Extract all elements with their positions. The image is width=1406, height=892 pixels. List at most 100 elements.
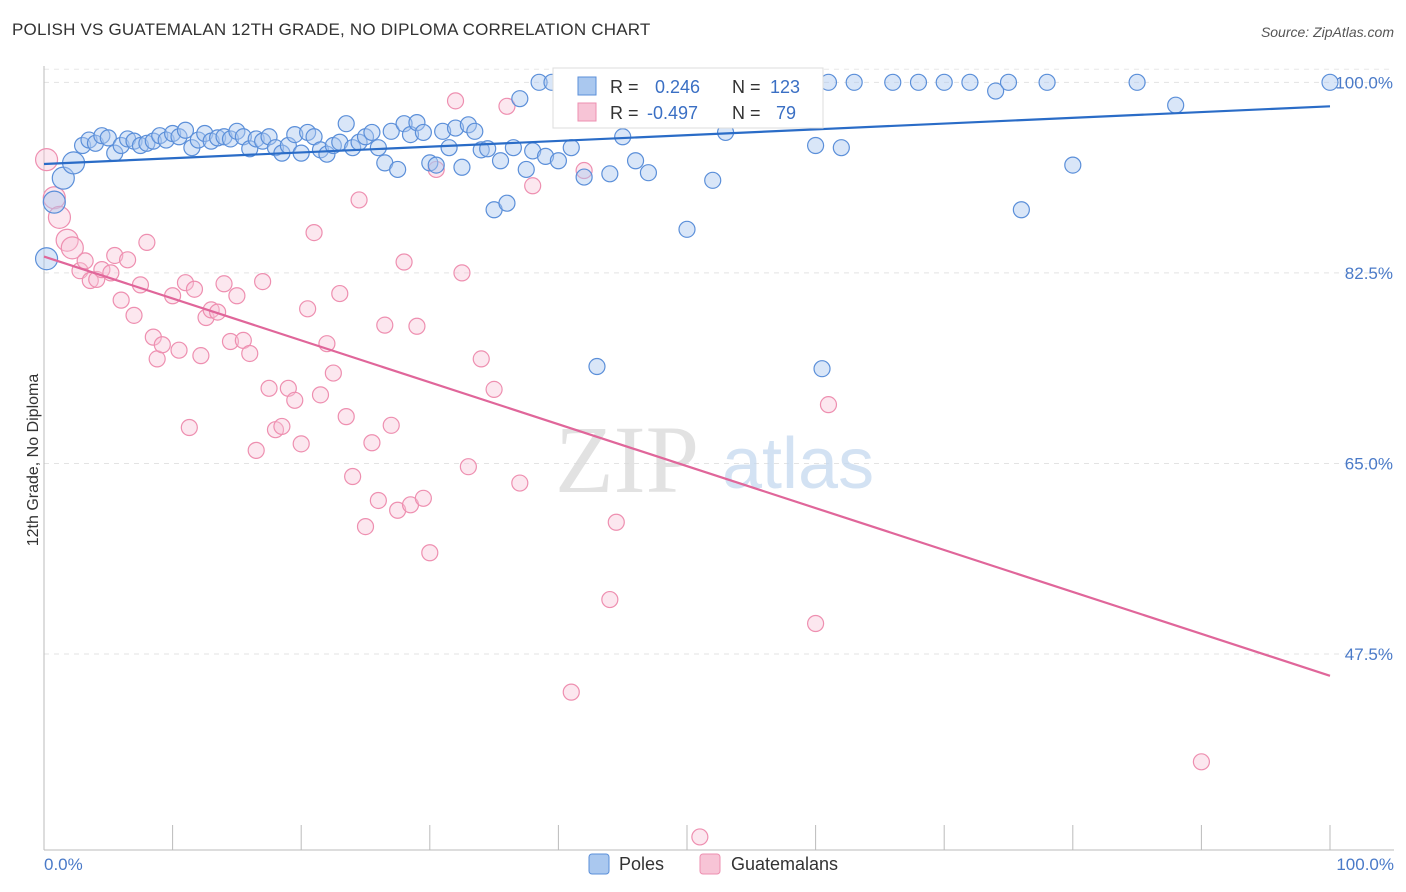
poles-point <box>286 126 304 144</box>
poles-point <box>99 129 117 147</box>
poles-point <box>530 73 548 91</box>
poles-point <box>511 90 529 108</box>
guatemalans-point <box>254 273 272 291</box>
guatemalans-point <box>34 148 59 172</box>
poles-point <box>813 360 831 378</box>
stats-n-label-poles: N = <box>732 77 761 97</box>
poles-point <box>588 357 606 376</box>
guatemalans-point <box>76 252 94 270</box>
poles-point <box>678 220 696 238</box>
poles-point <box>1167 96 1185 114</box>
series-legend: Poles Guatemalans <box>588 853 838 875</box>
guatemalans-point <box>459 458 477 476</box>
legend-swatch-guatemalans <box>699 853 721 875</box>
poles-point <box>806 136 825 155</box>
guatemalans-point <box>356 517 375 536</box>
poles-point <box>176 121 195 139</box>
guatemalans-point <box>125 306 143 324</box>
guatemalans-point <box>414 489 432 507</box>
y-tick-label-1: 82.5% <box>1345 264 1393 283</box>
poles-point <box>260 128 278 146</box>
legend-swatch-poles <box>588 853 610 875</box>
guatemalans-point <box>273 417 291 436</box>
poles-point <box>459 116 477 134</box>
poles-point <box>42 190 66 214</box>
stats-swatch-guatemalans <box>577 102 597 122</box>
poles-point <box>189 131 207 149</box>
guatemalans-point <box>408 317 426 335</box>
guatemalans-point <box>106 246 124 265</box>
axes <box>43 66 1394 851</box>
guatemalans-point <box>485 380 503 398</box>
poles-point <box>440 139 458 157</box>
poles-point <box>832 139 850 157</box>
poles-point <box>453 158 471 176</box>
guatemalans-point <box>176 274 195 292</box>
poles-point <box>845 73 863 91</box>
guatemalans-point <box>47 205 72 229</box>
guatemalans-point <box>453 264 471 282</box>
guatemalans-point <box>472 350 490 368</box>
guatemalans-point <box>395 253 413 271</box>
stats-n-value-guatemalans: 79 <box>776 103 796 123</box>
watermark-zip: ZIP <box>555 406 699 513</box>
x-tick-label-0: 0.0% <box>44 855 83 874</box>
poles-point <box>434 122 452 140</box>
chart-title: POLISH VS GUATEMALAN 12TH GRADE, NO DIPL… <box>12 20 651 39</box>
x-tick-label-1: 100.0% <box>1336 855 1394 874</box>
legend-label-poles: Poles <box>619 854 664 874</box>
guatemalans-point <box>607 513 625 531</box>
poles-point <box>446 119 465 137</box>
guatemalans-point <box>1192 753 1211 771</box>
guatemalans-point <box>260 379 278 397</box>
guatemalans-point <box>601 590 619 609</box>
stats-r-label-poles: R = <box>610 77 639 97</box>
guatemalans-point <box>819 396 838 414</box>
legend-label-guatemalans: Guatemalans <box>731 854 838 874</box>
poles-point <box>427 156 445 174</box>
guatemalans-point <box>806 614 825 633</box>
guatemalans-point <box>324 364 342 382</box>
gridlines <box>44 68 1394 655</box>
y-tick-label-2: 65.0% <box>1345 454 1393 473</box>
poles-trend-line <box>43 105 1331 166</box>
poles-point <box>517 160 535 179</box>
poles-point <box>389 160 407 179</box>
poles-point <box>466 122 484 140</box>
poles-point <box>1128 73 1146 91</box>
guatemalans-trend-line <box>43 255 1331 677</box>
poles-point <box>395 115 413 133</box>
guatemalans-point <box>112 291 130 309</box>
guatemalans-point <box>446 92 465 110</box>
poles-point <box>601 165 619 183</box>
guatemalans-point <box>511 474 529 492</box>
guatemalans-point <box>299 300 317 318</box>
guatemalans-points <box>34 92 1211 846</box>
guatemalans-point <box>350 191 368 209</box>
trend-lines <box>43 105 1331 677</box>
guatemalans-point <box>180 418 198 437</box>
guatemalans-point <box>241 344 259 363</box>
y-tick-labels: 100.0% 82.5% 65.0% 47.5% <box>1335 73 1393 664</box>
guatemalans-point <box>153 336 171 354</box>
poles-point <box>138 134 156 152</box>
poles-point <box>247 130 265 148</box>
poles-point <box>935 73 953 91</box>
poles-point <box>421 154 439 172</box>
guatemalans-point <box>221 332 240 351</box>
guatemalans-point <box>344 467 362 486</box>
x-tick-labels: 0.0% 100.0% <box>44 855 1394 874</box>
poles-point <box>157 131 175 149</box>
guatemalans-point <box>185 280 204 298</box>
guatemalans-point <box>376 316 394 334</box>
poles-point <box>536 147 555 165</box>
stats-r-label-guatemalans: R = <box>610 103 639 123</box>
stats-legend: R = 0.246 N = 123 R = -0.497 N = 79 <box>552 67 824 129</box>
guatemalans-point <box>363 434 381 452</box>
guatemalans-point <box>292 435 310 453</box>
guatemalans-point <box>691 828 709 846</box>
stats-n-value-poles: 123 <box>770 77 800 97</box>
y-axis-label: 12th Grade, No Diploma <box>25 374 42 547</box>
poles-point <box>961 73 979 91</box>
